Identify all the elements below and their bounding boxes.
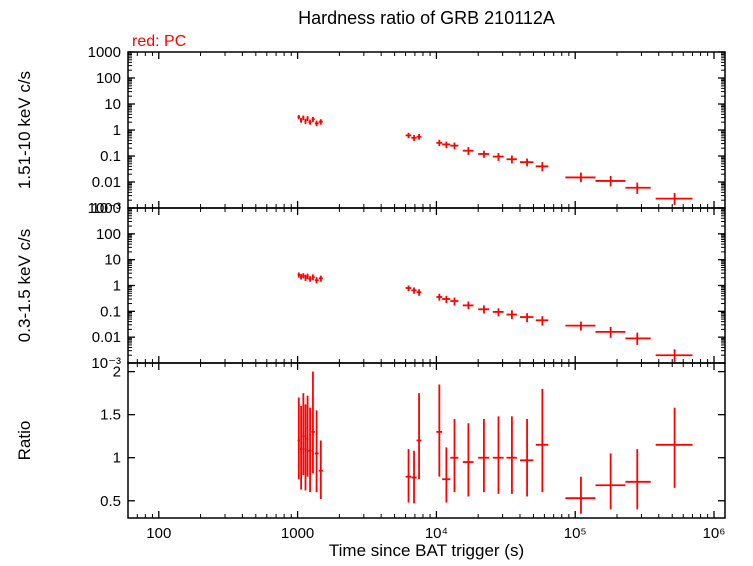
x-axis-label: Time since BAT trigger (s) (329, 541, 524, 560)
y-tick-label: 1000 (88, 44, 121, 61)
panel-0: 1.51-10 keV c/s10⁻³0.010.11101001000 (15, 44, 725, 217)
y-axis-label-2: Ratio (15, 421, 34, 461)
y-tick-label: 1 (113, 122, 121, 139)
legend-label: red: PC (132, 33, 186, 50)
y-tick-label: 10 (104, 252, 121, 269)
y-tick-label: 1 (113, 450, 121, 467)
y-tick-label: 100 (96, 70, 121, 87)
x-tick-label: 100 (146, 525, 171, 542)
y-tick-label: 10 (104, 96, 121, 113)
y-tick-label: 0.5 (100, 493, 121, 510)
y-tick-label: 0.01 (92, 174, 121, 191)
x-tick-label: 10⁶ (703, 525, 726, 542)
y-tick-label: 0.01 (92, 329, 121, 346)
chart-title: Hardness ratio of GRB 210112A (298, 8, 555, 28)
y-tick-label: 1.5 (100, 407, 121, 424)
panel-2: Ratio 0.5 1 1.5 2 100 1000 10⁴ 10⁵ 10⁶ (15, 363, 725, 542)
y-axis-label-1: 0.3-1.5 keV c/s (15, 229, 34, 342)
y-tick-label: 1000 (88, 200, 121, 217)
y-axis-label-0: 1.51-10 keV c/s (15, 71, 34, 189)
hardness-ratio-chart: Hardness ratio of GRB 210112A red: PC Time… (0, 0, 753, 566)
y-tick-label: 100 (96, 226, 121, 243)
x-tick-label: 10⁵ (564, 525, 587, 542)
y-tick-label: 0.1 (100, 303, 121, 320)
y-tick-label: 2 (113, 364, 121, 381)
y-tick-label: 0.1 (100, 148, 121, 165)
x-tick-label: 10⁴ (425, 525, 448, 542)
y-tick-label: 1 (113, 278, 121, 295)
x-tick-label: 1000 (281, 525, 314, 542)
panel-1: 0.3-1.5 keV c/s10⁻³0.010.11101001000 (15, 200, 725, 372)
